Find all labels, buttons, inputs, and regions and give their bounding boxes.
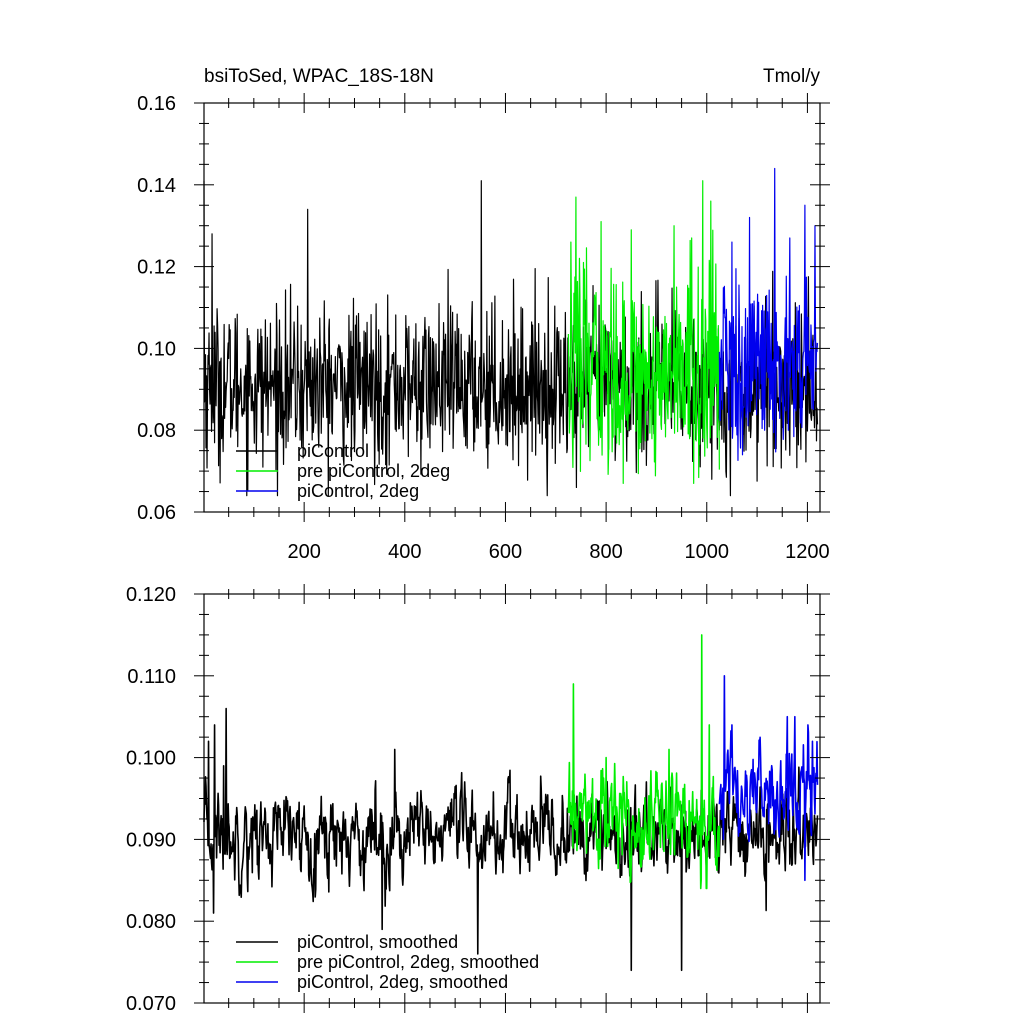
- y-tick-label: 0.110: [127, 666, 176, 688]
- legend-label: piControl: [297, 441, 369, 461]
- y-tick-label: 0.070: [126, 993, 176, 1015]
- y-tick-label: 0.14: [137, 175, 176, 197]
- top-plot-panel: 200 400 600 800 1000 1200 0.06 0.08 0.10 0.12 0.14…: [137, 93, 830, 563]
- y-tick-label: 0.080: [126, 911, 176, 933]
- y-tick-label: 0.120: [126, 584, 176, 606]
- legend-label: pre piControl, 2deg, smoothed: [297, 952, 539, 972]
- x-tick-label: 1200: [785, 541, 830, 563]
- x-tick-label: 400: [388, 541, 421, 563]
- y-tick-label: 0.16: [137, 93, 176, 115]
- units-label: Tmol/y: [763, 66, 821, 87]
- series-line-2: [567, 180, 720, 484]
- series-line-2: [567, 634, 721, 890]
- legend-label: piControl, 2deg, smoothed: [297, 972, 508, 992]
- y-tick-label: 0.10: [137, 338, 176, 360]
- x-tick-label: 600: [489, 541, 522, 563]
- legend-label: pre piControl, 2deg: [297, 461, 450, 481]
- x-tick-label: 1000: [685, 541, 730, 563]
- y-tick-label: 0.08: [137, 420, 176, 442]
- y-tick-label: 0.100: [126, 748, 176, 770]
- series-line-3: [718, 675, 819, 882]
- chart-title: bsiToSed, WPAC_18S-18N: [204, 66, 434, 87]
- series-line-3: [718, 167, 819, 461]
- y-tick-label: 0.090: [126, 829, 176, 851]
- legend-label: piControl, 2deg: [297, 481, 419, 501]
- y-tick-label: 0.12: [137, 257, 176, 279]
- x-tick-label: 200: [287, 541, 320, 563]
- y-tick-label: 0.06: [137, 502, 176, 524]
- x-tick-label: 800: [589, 541, 622, 563]
- bottom-plot-panel: 0.070 0.080 0.090 0.100 0.110 0.120 piControl,…: [126, 584, 830, 1015]
- legend-label: piControl, smoothed: [297, 932, 458, 952]
